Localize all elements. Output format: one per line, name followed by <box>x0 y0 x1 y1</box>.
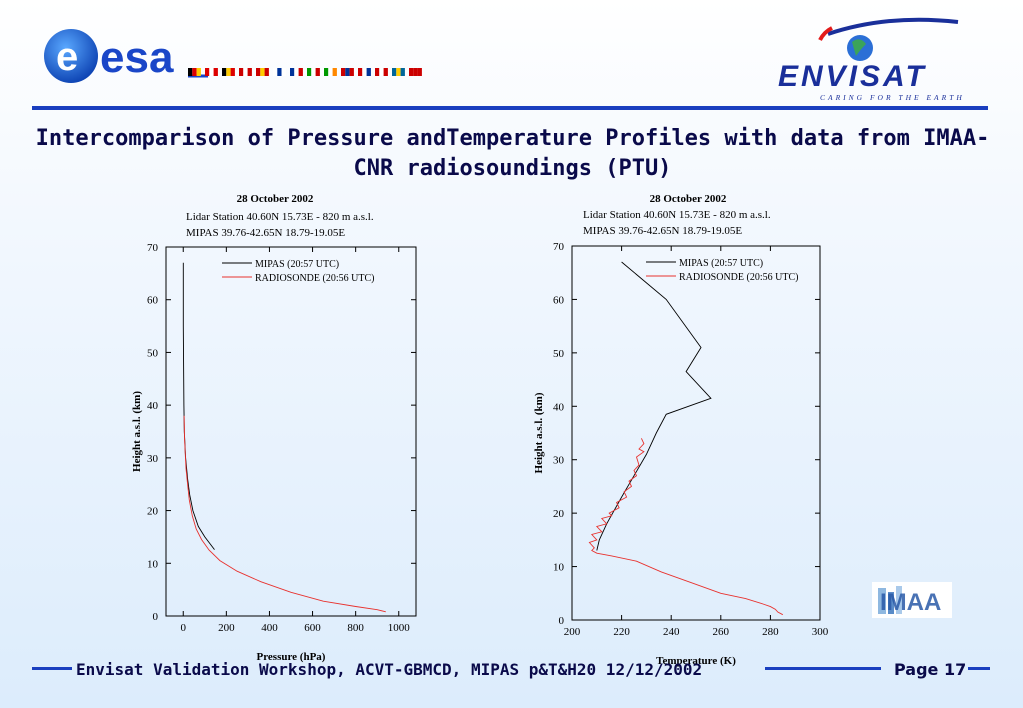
pressure-y-tick-label: 30 <box>147 453 159 465</box>
pressure-series-line-mipas <box>182 262 215 550</box>
pressure-legend-label: RADIOSONDE (20:56 UTC) <box>255 273 374 284</box>
pressure-x-tick-label: 200 <box>218 622 235 634</box>
footer-rule-right <box>968 667 990 670</box>
temperature-series-line-radiosonde <box>588 438 784 616</box>
pressure-plot-frame <box>165 246 417 617</box>
temperature-x-axis-label: Temperature (K) <box>656 655 736 667</box>
temperature-x-tick-label: 280 <box>762 626 779 638</box>
slide-title: Intercomparison of Pressure andTemperatu… <box>35 126 990 181</box>
imaa-logo: IMAA <box>872 582 952 618</box>
pressure-chart-subtitle-line: Lidar Station 40.60N 15.73E - 820 m a.s.… <box>186 211 374 223</box>
temperature-legend-label: RADIOSONDE (20:56 UTC) <box>679 272 798 283</box>
temperature-x-tick-label: 260 <box>713 626 730 638</box>
temperature-y-tick-label: 30 <box>553 455 565 467</box>
temperature-x-tick-label: 300 <box>812 626 829 638</box>
pressure-legend-label: MIPAS (20:57 UTC) <box>255 259 339 270</box>
pressure-x-tick-label: 0 <box>180 622 186 634</box>
pressure-x-axis-label: Pressure (hPa) <box>257 651 326 663</box>
svg-text:CARING FOR THE EARTH: CARING FOR THE EARTH <box>820 93 965 102</box>
pressure-y-tick-label: 0 <box>153 611 159 623</box>
header-rule <box>32 106 988 110</box>
chart-pressure-profile: 28 October 2002 Lidar Station 40.60N 15.7… <box>131 193 417 663</box>
temperature-chart-title: 28 October 2002 <box>650 193 727 205</box>
esa-logo: e esa <box>44 29 422 83</box>
pressure-x-tick-label: 1000 <box>388 622 411 634</box>
pressure-chart-subtitle-line: MIPAS 39.76-42.65N 18.79-19.05E <box>186 227 345 239</box>
pressure-series-line-radiosonde <box>183 415 386 613</box>
pressure-x-tick-label: 600 <box>304 622 321 634</box>
pressure-y-tick-label: 60 <box>147 295 159 307</box>
pressure-chart-title: 28 October 2002 <box>237 193 314 205</box>
temperature-y-tick-label: 70 <box>553 241 565 253</box>
temperature-x-tick-label: 200 <box>564 626 581 638</box>
pressure-y-tick-label: 40 <box>147 400 159 412</box>
temperature-x-tick-label: 240 <box>663 626 680 638</box>
temperature-y-tick-label: 40 <box>553 401 565 413</box>
temperature-y-tick-label: 50 <box>553 348 565 360</box>
temperature-legend-label: MIPAS (20:57 UTC) <box>679 258 763 269</box>
temperature-y-tick-label: 20 <box>553 508 565 520</box>
temperature-y-tick-label: 10 <box>553 562 565 574</box>
temperature-chart-subtitle-line: Lidar Station 40.60N 15.73E - 820 m a.s.… <box>583 209 771 221</box>
temperature-y-axis-label: Height a.s.l. (km) <box>533 392 545 473</box>
svg-text:e: e <box>56 35 78 79</box>
svg-text:IMAA: IMAA <box>880 589 941 616</box>
temperature-y-tick-label: 0 <box>559 615 565 627</box>
pressure-y-axis-label: Height a.s.l. (km) <box>131 391 143 472</box>
footer-rule-middle <box>765 667 881 670</box>
temperature-plot-frame <box>571 245 821 621</box>
footer-text: Envisat Validation Workshop, ACVT-GBMCD,… <box>76 660 703 679</box>
pressure-x-tick-label: 400 <box>261 622 278 634</box>
pressure-y-tick-label: 70 <box>147 242 159 254</box>
pressure-y-tick-label: 20 <box>147 506 159 518</box>
page-number: Page 17 <box>894 660 967 679</box>
pressure-y-tick-label: 50 <box>147 347 159 359</box>
temperature-x-tick-label: 220 <box>613 626 630 638</box>
temperature-series-line-mipas <box>596 261 712 551</box>
footer-rule-left <box>32 667 72 670</box>
pressure-y-tick-label: 10 <box>147 558 159 570</box>
envisat-logo: ENVISAT CARING FOR THE EARTH <box>778 17 965 102</box>
pressure-x-tick-label: 800 <box>347 622 364 634</box>
chart-temperature-profile: 28 October 2002 Lidar Station 40.60N 15.7… <box>533 193 829 667</box>
svg-text:esa: esa <box>100 33 174 82</box>
temperature-y-tick-label: 60 <box>553 294 565 306</box>
temperature-chart-subtitle-line: MIPAS 39.76-42.65N 18.79-19.05E <box>583 225 742 237</box>
svg-text:ENVISAT: ENVISAT <box>778 60 927 93</box>
